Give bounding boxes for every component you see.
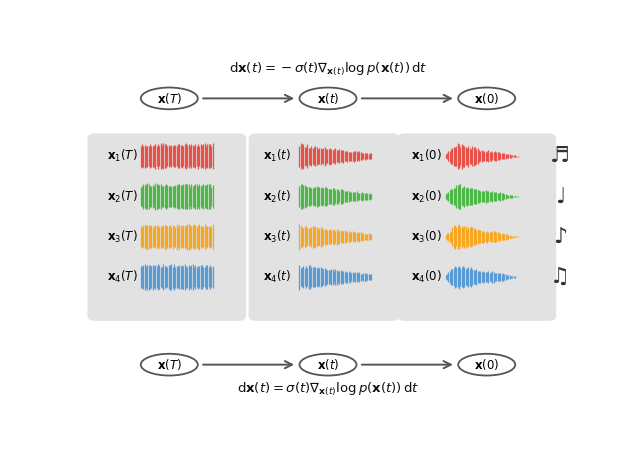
Text: $\mathbf{x}_1(0)$: $\mathbf{x}_1(0)$ <box>412 148 442 164</box>
Text: ♩: ♩ <box>555 187 565 207</box>
Ellipse shape <box>300 354 356 375</box>
Text: ♫: ♫ <box>550 267 570 287</box>
Text: $\mathbf{x}_2(T)$: $\mathbf{x}_2(T)$ <box>108 188 138 205</box>
Text: $\mathbf{x}(t)$: $\mathbf{x}(t)$ <box>317 91 339 106</box>
Text: ♪: ♪ <box>553 227 567 247</box>
Ellipse shape <box>141 354 198 375</box>
Text: $\mathbf{x}_2(t)$: $\mathbf{x}_2(t)$ <box>262 188 291 205</box>
Ellipse shape <box>458 354 515 375</box>
Text: $\mathbf{x}_3(t)$: $\mathbf{x}_3(t)$ <box>262 229 291 245</box>
Text: $\mathbf{x}_2(0)$: $\mathbf{x}_2(0)$ <box>412 188 442 205</box>
Ellipse shape <box>141 87 198 109</box>
Text: $\mathbf{x}_4(T)$: $\mathbf{x}_4(T)$ <box>108 269 138 285</box>
Text: $\mathbf{x}_4(t)$: $\mathbf{x}_4(t)$ <box>262 269 291 285</box>
Ellipse shape <box>300 87 356 109</box>
Text: $\mathbf{x}(t)$: $\mathbf{x}(t)$ <box>317 357 339 372</box>
Text: $\mathbf{x}(T)$: $\mathbf{x}(T)$ <box>157 357 182 372</box>
Text: $\mathbf{x}_1(T)$: $\mathbf{x}_1(T)$ <box>108 148 138 164</box>
Text: $\mathrm{d}\mathbf{x}(t) = \sigma(t)\nabla_{\mathbf{x}(t)}\log p(\mathbf{x}(t))\: $\mathrm{d}\mathbf{x}(t) = \sigma(t)\nab… <box>237 381 419 398</box>
FancyBboxPatch shape <box>397 133 556 321</box>
Text: $\mathbf{x}(T)$: $\mathbf{x}(T)$ <box>157 91 182 106</box>
Ellipse shape <box>458 87 515 109</box>
Text: $\mathbf{x}(0)$: $\mathbf{x}(0)$ <box>474 91 499 106</box>
Text: ♬: ♬ <box>550 146 570 166</box>
Text: $\mathbf{x}_3(T)$: $\mathbf{x}_3(T)$ <box>108 229 138 245</box>
Text: $\mathbf{x}(0)$: $\mathbf{x}(0)$ <box>474 357 499 372</box>
Text: $\mathbf{x}_4(0)$: $\mathbf{x}_4(0)$ <box>412 269 442 285</box>
FancyBboxPatch shape <box>88 133 246 321</box>
Text: $\mathbf{x}_3(0)$: $\mathbf{x}_3(0)$ <box>412 229 442 245</box>
Text: $\mathrm{d}\mathbf{x}(t) = -\sigma(t)\nabla_{\mathbf{x}(t)}\log p(\mathbf{x}(t)): $\mathrm{d}\mathbf{x}(t) = -\sigma(t)\na… <box>228 61 428 78</box>
Text: $\mathbf{x}_1(t)$: $\mathbf{x}_1(t)$ <box>262 148 291 164</box>
FancyBboxPatch shape <box>248 133 400 321</box>
